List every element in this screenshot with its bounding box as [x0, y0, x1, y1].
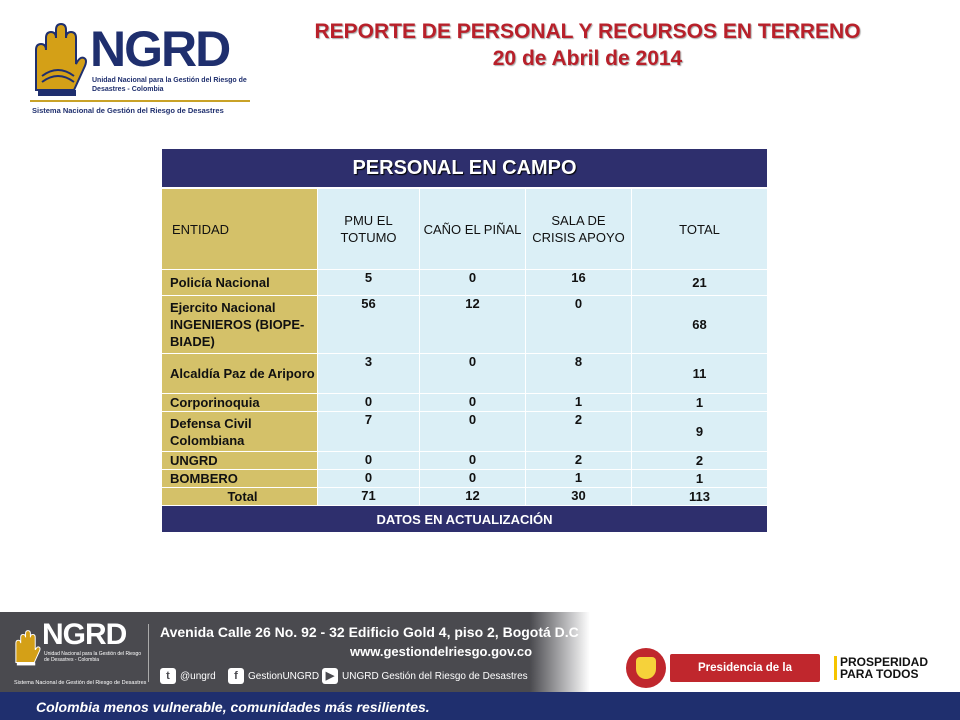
logo-system-name: Sistema Nacional de Gestión del Riesgo d…: [32, 106, 224, 115]
cell-sala: 0: [525, 295, 632, 354]
cell-pmu: 0: [317, 469, 420, 488]
slogan-text: Colombia menos vulnerable, comunidades m…: [36, 699, 430, 715]
hand-emblem-icon: [15, 630, 41, 666]
cell-sala: 1: [525, 469, 632, 488]
cell-cano: 0: [419, 469, 526, 488]
table-row: Corporinoquia 0 0 1 1: [161, 393, 769, 412]
cell-sala: 8: [525, 353, 632, 394]
cell-total: 11: [630, 353, 769, 394]
col-header-pmu: PMU EL TOTUMO: [317, 187, 420, 270]
cell-grand-total: 113: [630, 487, 769, 506]
youtube-icon: ▶: [322, 668, 338, 684]
ungrd-logo: NGRD Unidad Nacional para la Gestión del…: [28, 20, 253, 124]
presidencia-label: Presidencia de la República: [670, 654, 820, 702]
footer-website-link[interactable]: www.gestiondelriesgo.gov.co: [350, 644, 533, 659]
cell-entidad: Alcaldía Paz de Ariporo: [161, 353, 318, 394]
cell-sala: 1: [525, 393, 632, 412]
youtube-link[interactable]: ▶ UNGRD Gestión del Riesgo de Desastres: [322, 668, 528, 684]
cell-entidad: UNGRD: [161, 451, 318, 470]
footer-banner: NGRD Unidad Nacional para la Gestión del…: [0, 612, 960, 720]
cell-cano: 12: [419, 295, 526, 354]
footer-logo: NGRD Unidad Nacional para la Gestión del…: [12, 618, 146, 692]
table-row: Defensa Civil Colombiana 7 0 2 9: [161, 411, 769, 452]
column-header-row: ENTIDAD PMU EL TOTUMO CAÑO EL PIÑAL SALA…: [161, 187, 769, 270]
youtube-channel: UNGRD Gestión del Riesgo de Desastres: [342, 670, 528, 682]
cell-entidad: Ejercito Nacional INGENIEROS (BIOPE-BIAD…: [161, 295, 318, 354]
col-header-sala: SALA DE CRISIS APOYO: [525, 187, 632, 270]
table-footer-note: DATOS EN ACTUALIZACIÓN: [160, 505, 769, 533]
prosperidad-line-2: PARA TODOS: [834, 668, 928, 680]
footer-logo-agency: Unidad Nacional para la Gestión del Ries…: [44, 651, 142, 663]
prosperidad-line-1: PROSPERIDAD: [834, 656, 928, 668]
table-footer-row: DATOS EN ACTUALIZACIÓN: [160, 505, 769, 533]
footer-address: Avenida Calle 26 No. 92 - 32 Edificio Go…: [160, 624, 579, 640]
cell-entidad: BOMBERO: [161, 469, 318, 488]
cell-cano: 0: [419, 451, 526, 470]
twitter-handle: @ungrd: [180, 670, 216, 682]
cell-total-label: Total: [161, 487, 318, 506]
logo-divider: [30, 100, 250, 102]
logo-agency-name: Unidad Nacional para la Gestión del Ries…: [92, 77, 247, 93]
cell-sala: 16: [525, 269, 632, 296]
cell-total: 1: [630, 393, 769, 412]
cell-sala: 2: [525, 451, 632, 470]
facebook-link[interactable]: f GestionUNGRD: [228, 668, 319, 684]
cell-total-sala: 30: [525, 487, 632, 506]
presidencia-logo: Presidencia de la República: [626, 648, 820, 702]
footer-logo-system: Sistema Nacional de Gestión del Riesgo d…: [14, 680, 147, 686]
footer-divider: [148, 624, 149, 682]
table-title: PERSONAL EN CAMPO: [160, 148, 769, 189]
cell-cano: 0: [419, 353, 526, 394]
table-row: Policía Nacional 5 0 16 21: [161, 269, 769, 296]
colombia-crest-icon: [626, 648, 666, 688]
cell-total: 21: [630, 269, 769, 296]
cell-pmu: 7: [317, 411, 420, 452]
cell-total-pmu: 71: [317, 487, 420, 506]
prosperidad-logo: PROSPERIDAD PARA TODOS: [834, 656, 928, 680]
footer-logo-acronym: NGRD: [42, 618, 127, 651]
personnel-table-container: PERSONAL EN CAMPO ENTIDAD PMU EL TOTUMO …: [160, 148, 769, 533]
cell-pmu: 0: [317, 451, 420, 470]
facebook-icon: f: [228, 668, 244, 684]
title-line-1: REPORTE DE PERSONAL Y RECURSOS EN TERREN…: [314, 20, 861, 43]
footer-dark-panel: [0, 612, 530, 692]
table-row: Alcaldía Paz de Ariporo 3 0 8 11: [161, 353, 769, 394]
table-row: BOMBERO 0 0 1 1: [161, 469, 769, 488]
col-header-total: TOTAL: [630, 187, 769, 270]
twitter-link[interactable]: t @ungrd: [160, 668, 216, 684]
cell-sala: 2: [525, 411, 632, 452]
cell-total: 1: [630, 469, 769, 488]
facebook-handle: GestionUNGRD: [248, 670, 320, 682]
cell-total: 2: [630, 451, 769, 470]
footer-fade: [530, 612, 590, 692]
cell-entidad: Defensa Civil Colombiana: [161, 411, 318, 452]
report-title: REPORTE DE PERSONAL Y RECURSOS EN TERREN…: [255, 18, 920, 72]
totals-row: Total 71 12 30 113: [161, 487, 769, 506]
slogan-bar: Colombia menos vulnerable, comunidades m…: [0, 692, 960, 720]
twitter-icon: t: [160, 668, 176, 684]
table-row: UNGRD 0 0 2 2: [161, 451, 769, 470]
hand-emblem-icon: [35, 22, 87, 96]
cell-total-cano: 12: [419, 487, 526, 506]
cell-total: 9: [630, 411, 769, 452]
cell-total: 68: [630, 295, 769, 354]
logo-acronym: NGRD: [90, 21, 231, 77]
title-date: 20 de Abril de 2014: [492, 47, 683, 70]
col-header-cano: CAÑO EL PIÑAL: [419, 187, 526, 270]
cell-pmu: 56: [317, 295, 420, 354]
cell-entidad: Policía Nacional: [161, 269, 318, 296]
personnel-table: PERSONAL EN CAMPO ENTIDAD PMU EL TOTUMO …: [160, 148, 769, 533]
cell-cano: 0: [419, 393, 526, 412]
cell-entidad: Corporinoquia: [161, 393, 318, 412]
cell-cano: 0: [419, 411, 526, 452]
cell-cano: 0: [419, 269, 526, 296]
cell-pmu: 3: [317, 353, 420, 394]
col-header-entidad: ENTIDAD: [161, 187, 318, 270]
cell-pmu: 5: [317, 269, 420, 296]
table-row: Ejercito Nacional INGENIEROS (BIOPE-BIAD…: [161, 295, 769, 354]
cell-pmu: 0: [317, 393, 420, 412]
